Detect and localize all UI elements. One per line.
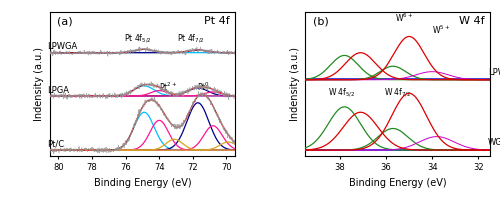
Text: W$^{6+}$: W$^{6+}$	[396, 12, 413, 24]
Text: Pt 4f$_{5/2}$: Pt 4f$_{5/2}$	[124, 33, 151, 45]
Text: W$^{5+}$: W$^{5+}$	[432, 24, 450, 37]
Text: (b): (b)	[312, 16, 328, 26]
Text: LPGA: LPGA	[46, 86, 68, 95]
X-axis label: Binding Energy (eV): Binding Energy (eV)	[94, 178, 191, 188]
Text: W 4f: W 4f	[459, 16, 484, 26]
X-axis label: Binding Energy (eV): Binding Energy (eV)	[349, 178, 446, 188]
Text: W 4f$_{7/2}$: W 4f$_{7/2}$	[384, 86, 411, 99]
Text: (a): (a)	[58, 16, 73, 26]
Text: Pt/C: Pt/C	[46, 140, 64, 149]
Text: Pt 4f$_{7/2}$: Pt 4f$_{7/2}$	[178, 33, 205, 45]
Text: LPWGA: LPWGA	[488, 68, 500, 77]
Text: LPWGA: LPWGA	[46, 42, 77, 51]
Y-axis label: Indensity (a.u.): Indensity (a.u.)	[290, 47, 300, 121]
Text: WGA: WGA	[488, 138, 500, 147]
Text: Pt$^{2+}$: Pt$^{2+}$	[158, 81, 176, 93]
Y-axis label: Indensity (a.u.): Indensity (a.u.)	[34, 47, 44, 121]
Text: Pt$^{0}$: Pt$^{0}$	[196, 81, 209, 93]
Text: W 4f$_{5/2}$: W 4f$_{5/2}$	[328, 86, 356, 99]
Text: Pt 4f: Pt 4f	[204, 16, 230, 26]
